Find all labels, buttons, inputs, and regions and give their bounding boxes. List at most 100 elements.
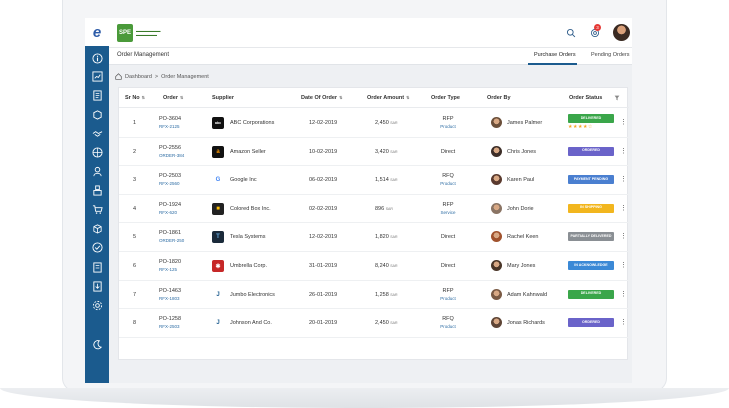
settings-icon[interactable] (91, 299, 103, 311)
search-icon[interactable] (564, 26, 578, 40)
table-row[interactable]: 7 PO-1463 RFX-1803 J Jumbo Electronics 26-01-… (119, 281, 629, 310)
moon-icon[interactable] (91, 338, 103, 350)
order-ref[interactable]: RFX-2560 (159, 181, 180, 187)
user-avatar (491, 145, 502, 157)
order-number[interactable]: PO-1861 (159, 230, 182, 237)
supplier-name[interactable]: Umbrella Corp. (230, 263, 267, 269)
table-header: Sr No ⇅ Order ⇅ Supplier Date Of Order ⇅ Or… (119, 88, 629, 108)
document-icon[interactable] (91, 89, 103, 101)
amount-value: 1,258 (375, 291, 389, 298)
order-by[interactable]: John Dorie (507, 205, 534, 212)
currency-label: SAR (390, 149, 398, 154)
order-number[interactable]: PO-3604 (159, 116, 182, 122)
order-ref[interactable]: RFX-620 (159, 209, 178, 215)
profile-avatar[interactable] (613, 24, 630, 41)
supplier-name[interactable]: Johnson And Co. (230, 320, 272, 327)
col-amount[interactable]: Order Amount ⇅ (367, 95, 409, 101)
filter-icon[interactable] (614, 95, 620, 103)
sort-icon[interactable]: ⇅ (141, 95, 146, 100)
amount-value: 2,450 (375, 120, 389, 126)
table-row[interactable]: 4 PO-1924 RFX-620 ■ Colored Box Inc. 02-02-20… (119, 195, 629, 224)
order-amount: 1,258 SAR (375, 292, 398, 298)
chart-icon[interactable] (91, 70, 103, 82)
order-date: 26-01-2019 (309, 291, 338, 298)
home-icon[interactable] (115, 73, 122, 80)
globe-icon[interactable] (91, 146, 103, 158)
breadcrumb-home[interactable]: Dashboard (125, 73, 152, 80)
order-ref[interactable]: ORDER-384 (159, 152, 185, 158)
order-type: Direct (440, 263, 456, 269)
table-row[interactable]: 1 PO-3604 RFX-2125 abc ABC Corporations 12-02… (119, 109, 629, 138)
currency-label: SAR (390, 321, 398, 326)
order-ref[interactable]: ORDER-250 (159, 238, 185, 244)
more-options-icon[interactable]: ⋮ (620, 262, 627, 269)
order-amount: 2,450 SAR (375, 120, 398, 126)
box-icon[interactable] (91, 108, 103, 120)
sort-icon[interactable]: ⇅ (406, 95, 410, 100)
supplier-name[interactable]: Google Inc (230, 177, 257, 184)
order-number[interactable]: PO-1258 (159, 316, 182, 323)
col-status-label: Order Status (569, 95, 603, 101)
col-order[interactable]: Order ⇅ (163, 95, 183, 101)
table-row[interactable]: 5 PO-1861 ORDER-250 T Tesla Systems 12-02-201… (119, 223, 629, 252)
sr-no: 2 (133, 148, 137, 155)
order-by[interactable]: James Palmer (507, 120, 543, 126)
supplier-name[interactable]: Colored Box Inc. (230, 205, 271, 212)
more-options-icon[interactable]: ⋮ (620, 176, 627, 184)
check-circle-icon[interactable] (91, 241, 103, 253)
currency-label: SAR (390, 292, 398, 297)
tab-pending-orders[interactable]: Pending Orders (591, 52, 630, 58)
more-options-icon[interactable]: ⋮ (620, 204, 627, 212)
rating-stars[interactable]: ★★★★☆ (568, 124, 593, 130)
order-ref[interactable]: RFX-2503 (159, 324, 180, 330)
more-options-icon[interactable]: ⋮ (620, 290, 627, 298)
order-by[interactable]: Adam Kahnwald (507, 291, 548, 298)
more-options-icon[interactable]: ⋮ (620, 233, 627, 241)
order-number[interactable]: PO-1924 (159, 201, 182, 208)
table-row[interactable]: 2 PO-2556 ORDER-384 a Amazon Seller 10-02-201… (119, 138, 629, 167)
order-by[interactable]: Mary Jones (507, 263, 536, 269)
order-ref[interactable]: RFX-125 (159, 267, 178, 272)
supplier-name[interactable]: Jumbo Electronics (230, 291, 275, 298)
order-by[interactable]: Rachel Keen (507, 234, 539, 241)
supplier-name[interactable]: Tesla Systems (230, 234, 266, 241)
order-by[interactable]: Karen Paul (507, 177, 535, 184)
table-row[interactable]: 8 PO-1258 RFX-2503 J Johnson And Co. 20-01-20… (119, 309, 629, 338)
currency-label: SAR (390, 121, 398, 125)
supplier-name[interactable]: ABC Corporations (230, 120, 275, 126)
sort-icon[interactable]: ⇅ (339, 95, 343, 100)
export-icon[interactable] (91, 280, 103, 292)
order-by[interactable]: Jonas Richards (507, 320, 545, 327)
info-icon[interactable] (91, 52, 103, 64)
table-row[interactable]: 6 PO-1820 RFX-125 ✱ Umbrella Corp. 31-01-2019… (119, 252, 629, 281)
col-type: Order Type (431, 95, 460, 101)
order-number[interactable]: PO-2503 (159, 173, 182, 180)
col-sr-no[interactable]: Sr No ⇅ (125, 95, 145, 101)
person-icon[interactable] (91, 184, 103, 196)
invoice-icon[interactable] (91, 261, 103, 273)
more-options-icon[interactable]: ⋮ (620, 147, 627, 155)
more-options-icon[interactable]: ⋮ (620, 119, 627, 126)
order-by[interactable]: Chris Jones (507, 148, 537, 155)
package-icon[interactable] (91, 222, 103, 234)
app-logo[interactable]: e (85, 18, 109, 46)
user-icon[interactable] (91, 165, 103, 177)
supplier-name[interactable]: Amazon Seller (230, 148, 266, 155)
table-row[interactable]: 3 PO-2503 RFX-2560 G Google Inc 06-02-2019 1,5… (119, 166, 629, 195)
brand-logo[interactable]: SPE ▬▬▬▬▬▬▬ ▬▬▬▬▬▬ (117, 23, 177, 43)
order-date: 20-01-2019 (309, 320, 338, 327)
cart-icon[interactable] (91, 203, 103, 215)
sort-icon[interactable]: ⇅ (179, 95, 184, 100)
order-ref[interactable]: RFX-2125 (159, 124, 180, 129)
order-number[interactable]: PO-1463 (159, 287, 182, 294)
more-options-icon[interactable]: ⋮ (620, 319, 627, 327)
handshake-icon[interactable] (91, 127, 103, 139)
order-number[interactable]: PO-2556 (159, 144, 182, 151)
order-ref[interactable]: RFX-1803 (159, 295, 180, 301)
col-date[interactable]: Date Of Order ⇅ (301, 95, 342, 101)
amount-value: 1,514 (375, 177, 389, 184)
tab-purchase-orders[interactable]: Purchase Orders (534, 52, 576, 58)
sub-header: Order Management Purchase Orders Pending… (109, 48, 632, 65)
order-number[interactable]: PO-1820 (159, 259, 182, 265)
col-supplier-label: Supplier (212, 95, 235, 101)
